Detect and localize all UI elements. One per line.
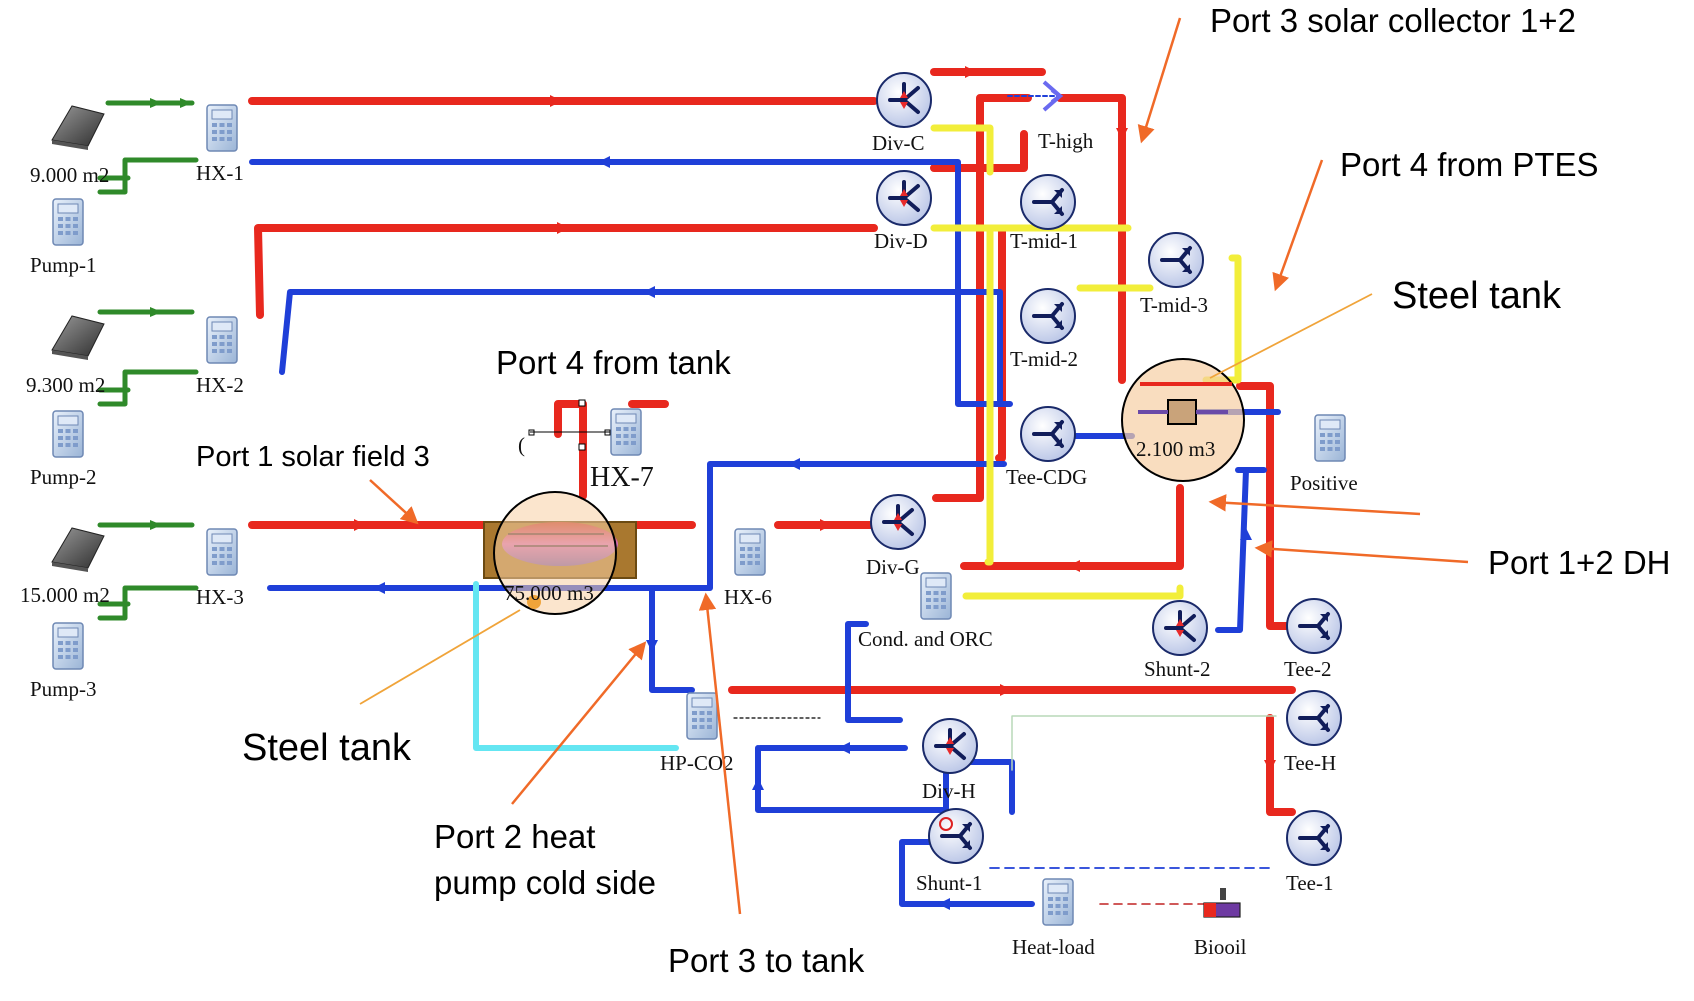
annotation-arrows xyxy=(359,17,1469,915)
pump-2-label: Pump-2 xyxy=(30,465,97,489)
positive-label: Positive xyxy=(1290,471,1358,495)
solar-collector-3-icon[interactable] xyxy=(51,527,105,573)
biooil-label: Biooil xyxy=(1194,935,1247,959)
annotation-steel-tank-right: Steel tank xyxy=(1392,275,1562,317)
tee-2-label: Tee-2 xyxy=(1284,657,1332,681)
shunt-1-label: Shunt-1 xyxy=(916,871,983,895)
annotation-labels: Port 3 solar collector 1+2 Port 4 from P… xyxy=(196,2,1671,979)
div-c-icon[interactable] xyxy=(875,71,933,129)
pump-2-icon[interactable] xyxy=(52,410,84,458)
annotation-port4-tank: Port 4 from tank xyxy=(496,344,731,381)
big-tank-volume-label: 75.000 m3 xyxy=(504,581,594,605)
biooil-icon[interactable] xyxy=(1203,888,1241,918)
t-mid-3-icon[interactable] xyxy=(1147,231,1205,289)
div-g-label: Div-G xyxy=(866,555,920,579)
pump-3-label: Pump-3 xyxy=(30,677,97,701)
t-mid-2-label: T-mid-2 xyxy=(1010,347,1078,371)
tank-port-marker xyxy=(527,595,541,609)
hx-1-label: HX-1 xyxy=(196,161,244,185)
cold-flow-arrows xyxy=(373,156,1252,910)
signal-lines xyxy=(733,95,1277,905)
tee-1-label: Tee-1 xyxy=(1286,871,1334,895)
annotation-port4-ptes: Port 4 from PTES xyxy=(1340,146,1599,183)
div-h-icon[interactable] xyxy=(921,717,979,775)
tee-2-icon[interactable] xyxy=(1285,597,1343,655)
yellow-pipes xyxy=(930,124,1242,600)
hx-6-label: HX-6 xyxy=(724,585,772,609)
t-mid-1-label: T-mid-1 xyxy=(1010,229,1078,253)
small-steel-tank[interactable] xyxy=(1121,358,1245,482)
hx-1-icon[interactable] xyxy=(206,104,238,152)
tee-h-label: Tee-H xyxy=(1284,751,1336,775)
hx-3-label: HX-3 xyxy=(196,585,244,609)
hx-3-icon[interactable] xyxy=(206,528,238,576)
t-high-icon[interactable] xyxy=(1042,80,1064,112)
small-tank-volume-label: 2.100 m3 xyxy=(1136,437,1215,461)
annotation-port2-hp-line1: Port 2 heat xyxy=(434,818,595,855)
solar-collector-loops xyxy=(97,100,199,621)
shunt-2-icon[interactable] xyxy=(1151,599,1209,657)
heat-load-label: Heat-load xyxy=(1012,935,1095,959)
annotation-port3-tank: Port 3 to tank xyxy=(668,942,865,979)
annotation-port3-solar: Port 3 solar collector 1+2 xyxy=(1210,2,1576,39)
div-h-label: Div-H xyxy=(922,779,976,803)
pump-3-icon[interactable] xyxy=(52,622,84,670)
collector-1-area-label: 9.000 m2 xyxy=(30,163,109,187)
positive-icon[interactable] xyxy=(1314,414,1346,462)
div-g-icon[interactable] xyxy=(869,493,927,551)
hx-7-icon[interactable] xyxy=(610,408,642,456)
hp-co2-label: HP-CO2 xyxy=(660,751,734,775)
cyan-pipe xyxy=(473,581,679,751)
component-labels: 9.000 m2 9.300 m2 15.000 m2 Pump-1 Pump-… xyxy=(20,129,1358,959)
t-mid-1-icon[interactable] xyxy=(1019,173,1077,231)
hx-7-fragment-label: ( xyxy=(518,433,525,457)
pump-1-label: Pump-1 xyxy=(30,253,97,277)
tee-h-icon[interactable] xyxy=(1285,689,1343,747)
shunt-1-icon[interactable] xyxy=(927,807,985,865)
solar-flow-arrows xyxy=(150,98,192,530)
hot-flow-arrows xyxy=(354,66,1276,772)
cond-orc-icon[interactable] xyxy=(920,572,952,620)
hx-2-label: HX-2 xyxy=(196,373,244,397)
t-high-label: T-high xyxy=(1038,129,1094,153)
div-d-icon[interactable] xyxy=(875,169,933,227)
hx-2-icon[interactable] xyxy=(206,316,238,364)
t-mid-3-label: T-mid-3 xyxy=(1140,293,1208,317)
tee-cdg-icon[interactable] xyxy=(1019,405,1077,463)
div-d-label: Div-D xyxy=(874,229,928,253)
annotation-steel-tank-left: Steel tank xyxy=(242,727,412,769)
annotation-port1-solar: Port 1 solar field 3 xyxy=(196,441,430,473)
hp-co2-icon[interactable] xyxy=(686,692,718,740)
tee-1-icon[interactable] xyxy=(1285,809,1343,867)
hx-6-icon[interactable] xyxy=(734,528,766,576)
heat-load-icon[interactable] xyxy=(1042,878,1074,926)
collector-2-area-label: 9.300 m2 xyxy=(26,373,105,397)
hx-7-label: HX-7 xyxy=(590,462,654,493)
big-steel-tank[interactable] xyxy=(483,491,637,615)
collector-3-area-label: 15.000 m2 xyxy=(20,583,110,607)
solar-collector-2-icon[interactable] xyxy=(51,315,105,361)
t-mid-2-icon[interactable] xyxy=(1019,287,1077,345)
solar-collector-1-icon[interactable] xyxy=(51,105,105,151)
cond-orc-label: Cond. and ORC xyxy=(858,627,993,651)
annotation-port12-dh: Port 1+2 DH xyxy=(1488,544,1671,581)
pump-1-icon[interactable] xyxy=(52,198,84,246)
selection-handles xyxy=(528,399,611,451)
shunt-2-label: Shunt-2 xyxy=(1144,657,1211,681)
div-c-label: Div-C xyxy=(872,131,925,155)
tee-cdg-label: Tee-CDG xyxy=(1006,465,1087,489)
annotation-port2-hp-line2: pump cold side xyxy=(434,864,656,901)
pipe-network xyxy=(97,66,1296,910)
